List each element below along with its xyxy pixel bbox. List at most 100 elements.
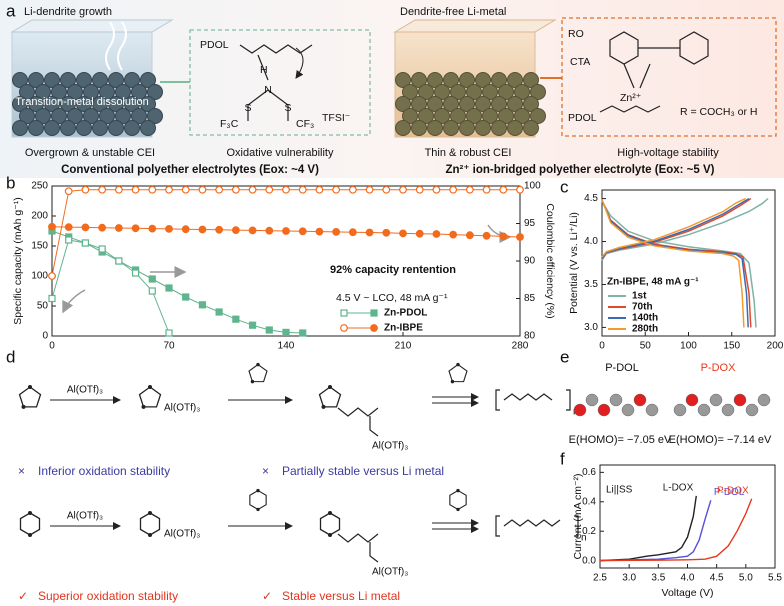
atom bbox=[685, 393, 699, 407]
particle bbox=[395, 96, 411, 112]
particle bbox=[530, 108, 546, 124]
particle bbox=[507, 120, 523, 136]
data-point bbox=[148, 287, 156, 295]
series-label: P-DOL bbox=[714, 487, 745, 498]
particle bbox=[395, 72, 411, 88]
particle bbox=[482, 108, 498, 124]
data-point bbox=[81, 223, 90, 232]
data-point bbox=[298, 227, 307, 236]
particle bbox=[418, 108, 434, 124]
scheme-label: Zn²⁺ bbox=[620, 92, 641, 104]
homo-energy: E(HOMO)= −7.14 eV bbox=[669, 434, 772, 446]
molecule-name: P-DOL bbox=[605, 362, 639, 374]
atom bbox=[621, 403, 635, 417]
x-tick-label: 4.5 bbox=[710, 573, 724, 584]
data-point bbox=[181, 225, 190, 234]
x-tick-label: 2.5 bbox=[593, 573, 607, 584]
particle bbox=[450, 84, 466, 100]
particle bbox=[140, 96, 156, 112]
heading: Li-dendrite growth bbox=[24, 6, 112, 18]
particle bbox=[44, 96, 60, 112]
particle bbox=[115, 84, 131, 100]
caption: High-voltage stability bbox=[617, 147, 719, 159]
y-tick-label: 50 bbox=[37, 301, 49, 312]
particle bbox=[12, 96, 28, 112]
data-point bbox=[181, 185, 190, 194]
particle bbox=[491, 96, 507, 112]
data-point bbox=[65, 236, 73, 244]
data-point bbox=[382, 185, 391, 194]
atom bbox=[745, 403, 759, 417]
series-line bbox=[51, 230, 303, 334]
dissolution-arrows bbox=[105, 21, 127, 71]
series-line bbox=[601, 197, 746, 258]
data-point bbox=[131, 269, 140, 277]
data-point bbox=[48, 294, 56, 303]
data-point bbox=[165, 185, 173, 194]
particle bbox=[76, 96, 92, 112]
note: Partially stable versus Li metal bbox=[282, 464, 444, 478]
atom bbox=[573, 403, 587, 417]
panel-label: d bbox=[6, 347, 15, 366]
x-tick-label: 150 bbox=[723, 341, 740, 352]
atom bbox=[673, 403, 687, 417]
plot-frame bbox=[599, 464, 776, 569]
data-point bbox=[449, 230, 458, 239]
particle bbox=[514, 84, 530, 100]
data-point bbox=[148, 275, 156, 283]
data-point bbox=[165, 329, 173, 337]
particle bbox=[434, 108, 450, 124]
atom bbox=[733, 393, 747, 407]
x-tick-label: 3.0 bbox=[622, 573, 636, 584]
particle bbox=[523, 96, 539, 112]
data-point bbox=[114, 224, 123, 232]
data-point bbox=[282, 185, 290, 194]
data-point bbox=[415, 185, 424, 194]
particle bbox=[51, 84, 67, 100]
particle bbox=[450, 108, 466, 124]
particle bbox=[402, 108, 418, 124]
y-tick-label: 4.0 bbox=[584, 236, 598, 247]
scheme-row-1 bbox=[18, 362, 571, 437]
particle bbox=[131, 84, 147, 100]
particle bbox=[514, 108, 530, 124]
particle bbox=[60, 96, 76, 112]
particle bbox=[395, 120, 411, 136]
x-tick-label: 210 bbox=[395, 341, 412, 352]
data-point bbox=[165, 284, 173, 292]
data-point bbox=[399, 229, 407, 238]
data-point bbox=[516, 185, 524, 194]
data-point bbox=[98, 245, 106, 253]
scheme-label: N bbox=[264, 84, 272, 96]
particle bbox=[475, 96, 491, 112]
atom bbox=[585, 393, 599, 407]
data-point bbox=[299, 329, 307, 337]
particle bbox=[147, 84, 163, 100]
data-point bbox=[81, 185, 90, 194]
particle bbox=[44, 120, 60, 136]
particle bbox=[67, 108, 83, 124]
inset-box-left bbox=[189, 29, 371, 136]
data-point bbox=[198, 301, 207, 309]
series-line bbox=[599, 498, 753, 562]
data-point bbox=[182, 293, 190, 301]
data-point bbox=[499, 185, 508, 194]
y2-tick-label: 85 bbox=[524, 293, 536, 304]
data-point bbox=[81, 239, 90, 247]
x-tick-label: 50 bbox=[640, 341, 652, 352]
x-tick-label: 140 bbox=[278, 341, 295, 352]
particle bbox=[19, 84, 35, 100]
y-tick-label: 0.6 bbox=[582, 467, 596, 478]
data-point bbox=[114, 185, 123, 194]
particle bbox=[466, 84, 482, 100]
molecule-models bbox=[573, 393, 771, 417]
particle bbox=[459, 96, 475, 112]
arrow bbox=[295, 47, 304, 79]
y-tick-label: 3.0 bbox=[584, 322, 598, 333]
particle bbox=[402, 84, 418, 100]
data-point bbox=[198, 185, 207, 194]
y-tick-label: 0 bbox=[42, 331, 48, 342]
data-point bbox=[64, 187, 73, 196]
data-point bbox=[64, 223, 73, 232]
atom bbox=[609, 393, 623, 407]
